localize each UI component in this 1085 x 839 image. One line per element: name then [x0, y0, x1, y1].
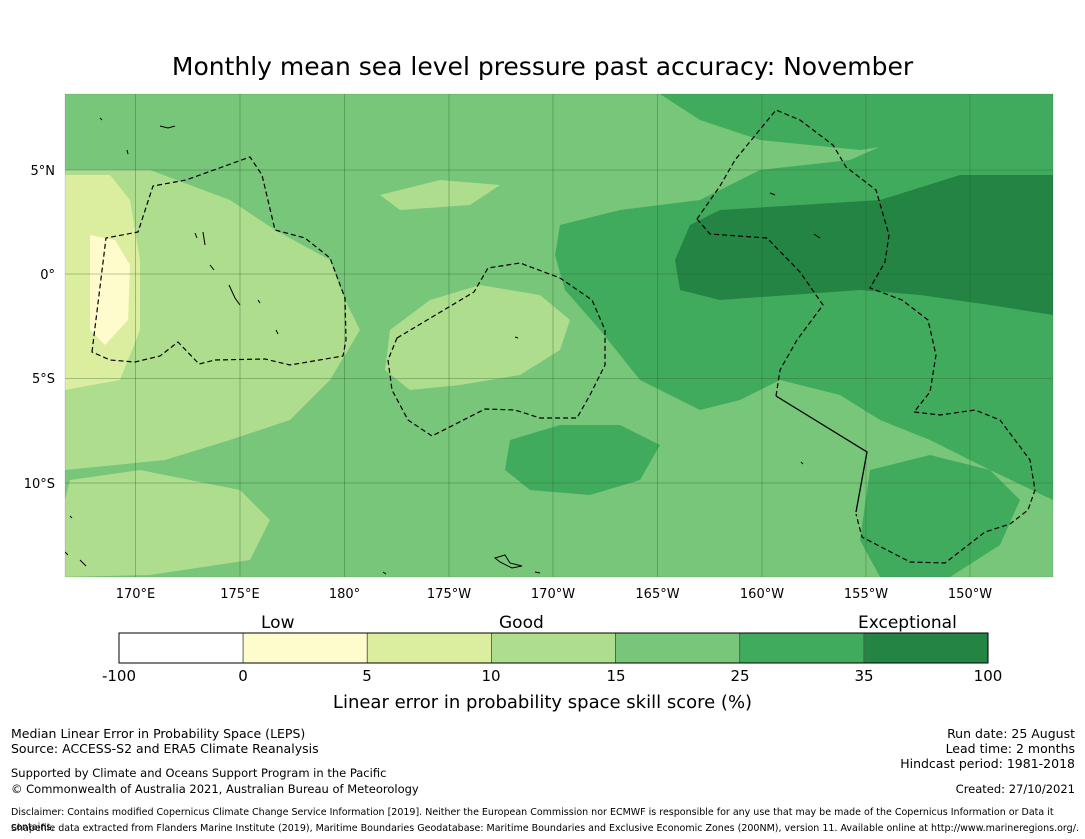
- skill-region-verygood-north: [660, 94, 1053, 150]
- skill-region-good-central: [385, 285, 570, 390]
- colorbar-title: Linear error in probability space skill …: [332, 692, 753, 713]
- colorbar: [118, 632, 989, 664]
- skill-region-good-west: [65, 170, 360, 470]
- y-tick-label: 5°S: [32, 372, 55, 387]
- colorbar-segment: [242, 632, 368, 664]
- run-date: Run date: 25 August: [947, 726, 1075, 741]
- eez-boundary-tuvalu: [91, 156, 347, 366]
- gridlines: [65, 94, 1053, 577]
- colorbar-label-exceptional: Exceptional: [858, 613, 957, 633]
- y-axis-labels: 5°N 0° 5°S 10°S: [24, 164, 55, 492]
- eez-boundary-kiribati-line: [696, 109, 1036, 564]
- colorbar-tick: 15: [606, 667, 626, 685]
- skill-region-verygood-south: [505, 425, 660, 495]
- eez-boundaries: [91, 109, 1036, 564]
- skill-region-good-north: [380, 180, 500, 210]
- y-tick-label: 0°: [40, 268, 55, 283]
- x-tick-label: 175°E: [220, 587, 260, 602]
- skill-region-exceptional: [675, 175, 1053, 315]
- colorbar-tick: 35: [854, 667, 874, 685]
- x-tick-label: 165°W: [635, 587, 679, 602]
- colorbar-segment: [366, 632, 492, 664]
- x-tick-label: 155°W: [844, 587, 888, 602]
- colorbar-tick: 100: [973, 667, 1003, 685]
- colorbar-tick: 25: [730, 667, 750, 685]
- created-date: Created: 27/10/2021: [955, 782, 1075, 796]
- map-title: Monthly mean sea level pressure past acc…: [171, 52, 914, 81]
- footer-support: Supported by Climate and Oceans Support …: [11, 766, 387, 780]
- skill-map: 170°E 175°E 180° 175°W 170°W 165°W 160°W…: [24, 93, 1054, 602]
- islands: [65, 117, 821, 575]
- y-tick-label: 10°S: [24, 477, 55, 492]
- colorbar-label-good: Good: [499, 613, 544, 633]
- x-axis-labels: 170°E 175°E 180° 175°W 170°W 165°W 160°W…: [116, 587, 992, 602]
- colorbar-tick: 10: [481, 667, 501, 685]
- skill-region-verylow-west: [90, 235, 130, 345]
- shapefile-credit: Shapefile data extracted from Flanders M…: [11, 823, 1079, 834]
- colorbar-segment: [491, 632, 616, 664]
- footer-copyright: © Commonwealth of Australia 2021, Austra…: [11, 782, 419, 796]
- colorbar-segment: [118, 632, 244, 664]
- hindcast-period: Hindcast period: 1981-2018: [900, 756, 1075, 771]
- eez-boundary-solid: [775, 395, 868, 513]
- lead-time: Lead time: 2 months: [945, 741, 1075, 756]
- x-tick-label: 160°W: [740, 587, 784, 602]
- x-tick-label: 150°W: [948, 587, 992, 602]
- skill-region-good-southwest: [65, 470, 270, 577]
- x-tick-label: 175°W: [427, 587, 471, 602]
- colorbar-tick: -100: [101, 667, 137, 685]
- y-tick-label: 5°N: [31, 164, 56, 179]
- skill-region-verygood-southeast: [860, 455, 1020, 577]
- colorbar-segment: [615, 632, 741, 664]
- disclaimer: Disclaimer: Contains modified Copernicus…: [11, 807, 1054, 833]
- colorbar-tick: 5: [362, 667, 372, 685]
- colorbar-label-low: Low: [261, 613, 295, 633]
- colorbar-segment: [739, 632, 865, 664]
- x-tick-label: 170°W: [531, 587, 575, 602]
- x-tick-label: 180°: [329, 587, 360, 602]
- footer-source: Source: ACCESS-S2 and ERA5 Climate Reana…: [11, 741, 319, 756]
- eez-boundary-kiribati-west: [696, 218, 824, 397]
- colorbar-tick: 0: [238, 667, 248, 685]
- footer-method: Median Linear Error in Probability Space…: [11, 726, 306, 741]
- eez-boundary-tokelau: [387, 262, 606, 437]
- x-tick-label: 170°E: [116, 587, 156, 602]
- colorbar-segment: [863, 632, 989, 664]
